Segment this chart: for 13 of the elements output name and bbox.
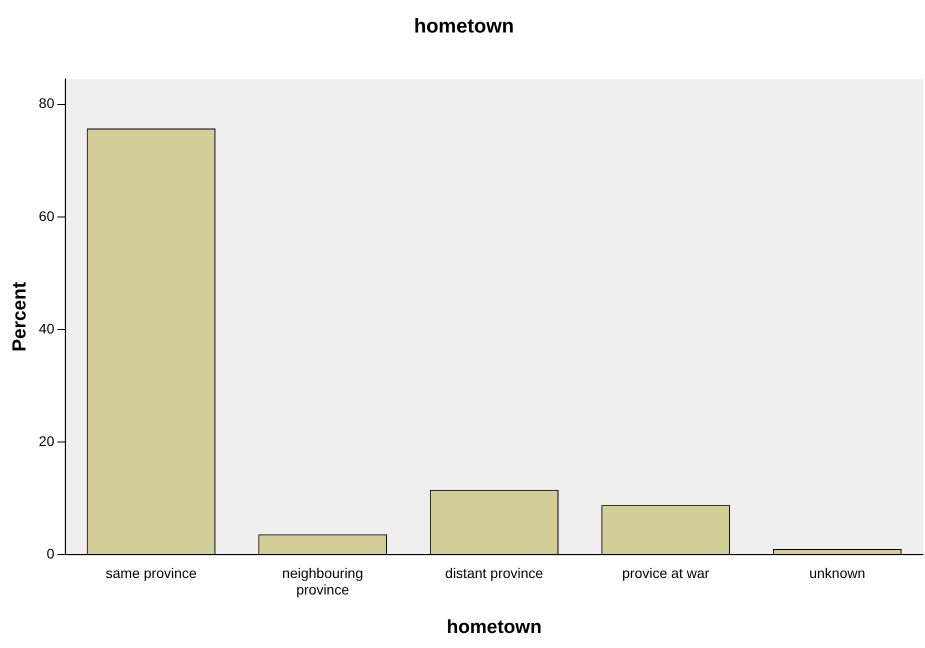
x-tick-label: provice at war [622, 564, 710, 581]
y-tick-label: 0 [46, 545, 55, 562]
y-tick-label: 20 [38, 432, 55, 449]
x-tick-label: neighbouring province [282, 564, 364, 598]
x-axis-title: hometown [446, 616, 542, 638]
y-tick-label: 40 [38, 320, 55, 336]
y-tick-label: 80 [38, 95, 55, 112]
x-tick-label: same province [106, 564, 197, 581]
x-tick-label: unknown [809, 564, 866, 581]
chart-title: hometown [414, 16, 514, 38]
y-axis-title: Percent [10, 281, 31, 352]
y-tick-label: 60 [38, 208, 55, 224]
x-tick-label: distant province [445, 564, 544, 581]
